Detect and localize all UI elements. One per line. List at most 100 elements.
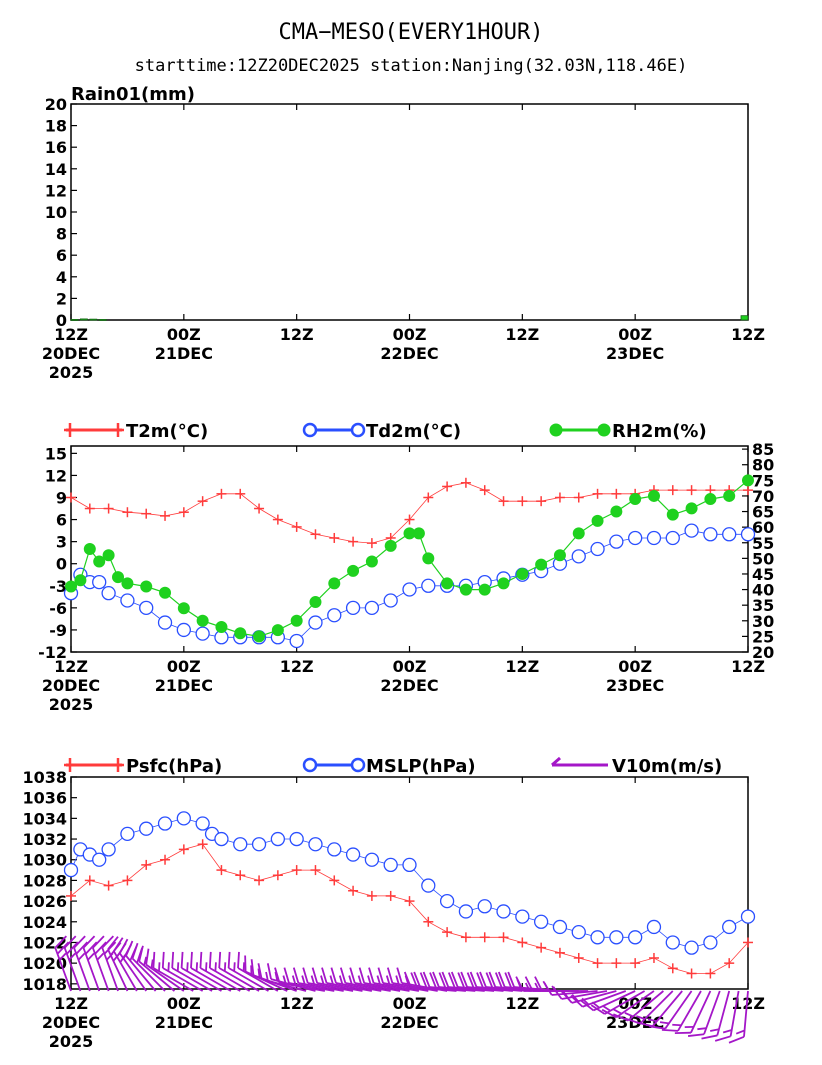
y-tick-label: 8 — [56, 225, 67, 244]
circle-marker — [628, 930, 643, 945]
circle-marker — [703, 527, 718, 542]
y2-tick-label: 60 — [752, 518, 774, 537]
plus-marker — [423, 492, 434, 503]
wind-barb — [701, 990, 731, 1040]
dot-marker — [347, 564, 360, 577]
wind-barb — [687, 990, 721, 1037]
wind-barb — [73, 935, 91, 992]
plus-marker — [310, 865, 321, 876]
plus-marker — [329, 875, 340, 886]
x-tick-label: 12Z — [54, 325, 88, 344]
circle-marker — [345, 847, 361, 862]
x-tick-label: 23DEC — [606, 676, 664, 695]
dot-marker — [215, 621, 228, 634]
wind-barb — [349, 967, 401, 992]
y2-tick-label: 85 — [752, 440, 774, 459]
plus-marker — [611, 958, 622, 969]
wind-barb — [714, 990, 740, 1042]
x-tick-label: 20DEC — [42, 344, 100, 363]
y2-tick-label: 65 — [752, 503, 774, 522]
wind-barb — [152, 951, 194, 992]
wind-barb — [339, 967, 391, 992]
y-tick-label: 1020 — [22, 954, 67, 973]
plus-marker — [592, 488, 603, 499]
y-tick-label: 1036 — [22, 789, 67, 808]
y-tick-label: 12 — [45, 181, 67, 200]
circle-marker — [421, 878, 436, 893]
x-tick-label: 12Z — [731, 325, 765, 344]
x-tick-label: 12Z — [280, 657, 314, 676]
circle-marker — [684, 940, 699, 955]
y-tick-label: 3 — [56, 533, 67, 552]
plus-marker — [178, 844, 189, 855]
dot-marker — [74, 574, 87, 587]
plus-marker — [366, 538, 377, 549]
plus-marker — [724, 958, 735, 969]
y-tick-label: 1026 — [22, 892, 67, 911]
dot-marker — [666, 508, 679, 521]
plus-marker — [254, 503, 265, 514]
plus-marker — [536, 496, 547, 507]
wind-barb — [237, 951, 279, 992]
plus-marker — [272, 870, 283, 881]
wind-barb — [321, 967, 373, 992]
wind-barb — [580, 990, 636, 1012]
plus-marker — [479, 485, 490, 496]
plus-marker — [122, 875, 133, 886]
legend-psfc: Psfc(hPa) — [64, 756, 222, 777]
x-tick-label: 22DEC — [380, 676, 438, 695]
plus-marker — [84, 503, 95, 514]
plus-marker — [272, 514, 283, 525]
plus-marker — [536, 942, 547, 953]
circle-marker — [590, 541, 605, 557]
dot-marker — [685, 502, 698, 515]
plus-marker — [160, 854, 171, 865]
wind-barb — [82, 935, 101, 992]
plus-marker — [103, 880, 114, 891]
wind-barb — [330, 967, 382, 992]
y-tick-label: -6 — [49, 599, 67, 618]
wind-barb — [590, 990, 646, 1015]
wind-barb — [274, 967, 326, 992]
plus-marker — [667, 485, 678, 496]
circle-marker — [120, 826, 135, 842]
y2-tick-label: 50 — [752, 549, 774, 568]
y2-tick-label: 25 — [752, 627, 774, 646]
circle-marker — [214, 831, 229, 847]
x-tick-label: 00Z — [618, 325, 652, 344]
circle-marker — [740, 909, 756, 924]
circle-marker — [364, 600, 380, 616]
y-tick-label: 15 — [45, 444, 67, 463]
dot-marker — [742, 474, 754, 487]
legend-label: MSLP(hPa) — [366, 756, 476, 777]
wind-barb — [208, 951, 251, 992]
circle-marker — [289, 633, 304, 649]
plus-marker — [178, 507, 189, 518]
dot-marker — [610, 505, 623, 518]
x-tick-label: 00Z — [393, 325, 427, 344]
dot-marker — [723, 489, 736, 502]
plus-marker — [160, 510, 171, 521]
dot-marker — [422, 552, 435, 565]
y-tick-label: 1024 — [22, 913, 67, 932]
plus-marker — [84, 875, 95, 886]
dot-marker — [196, 614, 209, 627]
x-tick-label: 2025 — [49, 1032, 94, 1051]
circle-marker — [289, 831, 304, 847]
plus-marker — [310, 529, 321, 540]
y2-tick-label: 75 — [752, 471, 774, 490]
circle-marker — [101, 842, 116, 857]
y-tick-label: 1030 — [22, 851, 67, 870]
dot-marker — [478, 583, 491, 596]
y-tick-label: 0 — [56, 311, 67, 330]
circle-marker — [665, 935, 680, 950]
circle-marker — [345, 600, 361, 616]
dot-marker — [102, 549, 115, 562]
circle-marker — [515, 909, 530, 924]
circle-marker — [571, 549, 586, 564]
x-tick-label: 12Z — [505, 657, 539, 676]
plus-marker — [122, 507, 133, 518]
wind-barb — [54, 935, 72, 992]
plus-marker — [66, 890, 76, 901]
x-tick-label: 12Z — [280, 994, 314, 1013]
